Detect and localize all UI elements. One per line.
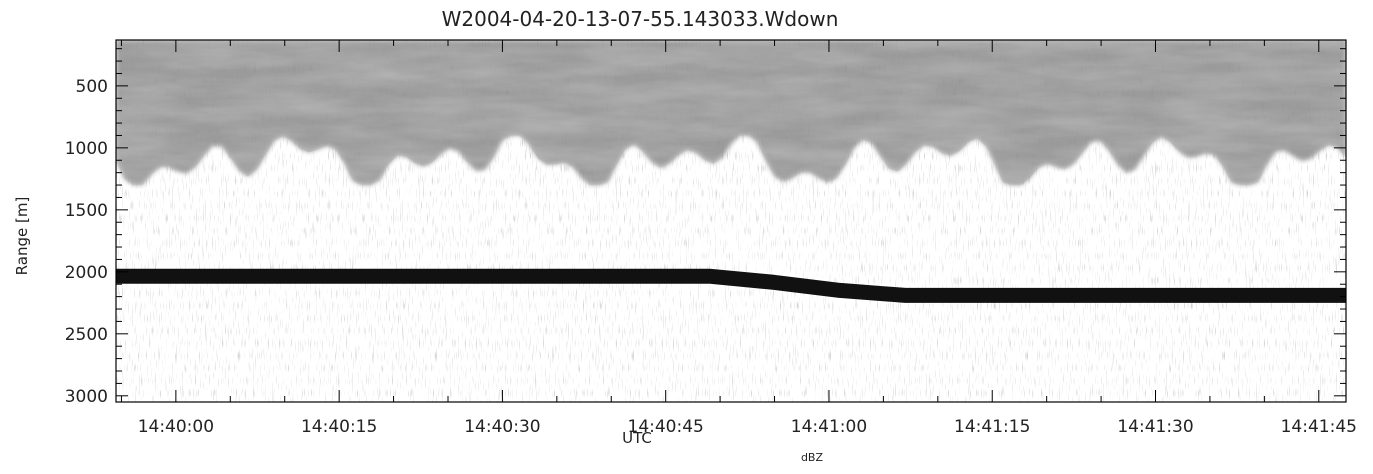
y-tick-label: 1000 xyxy=(65,139,108,159)
x-tick-label: 14:41:15 xyxy=(954,417,1030,437)
x-tick-label: 14:40:15 xyxy=(301,417,377,437)
x-tick-label: 14:41:00 xyxy=(791,417,867,437)
y-axis-label: Range [m] xyxy=(13,197,31,276)
y-tick-label: 3000 xyxy=(65,387,108,407)
y-axis: 500 1000 1500 2000 2500 3000 xyxy=(65,48,1346,407)
y-tick-label: 2500 xyxy=(65,325,108,345)
x-tick-label: 14:40:00 xyxy=(138,417,214,437)
x-tick-label: 14:40:45 xyxy=(628,417,704,437)
x-tick-label: 14:41:30 xyxy=(1117,417,1193,437)
x-axis: 14:40:00 14:40:15 14:40:30 14:40:45 14:41:00… xyxy=(120,40,1357,437)
y-tick-label: 2000 xyxy=(65,263,108,283)
x-tick-label: 14:41:45 xyxy=(1281,417,1357,437)
x-axis-label: UTC xyxy=(622,429,652,447)
cloud-echo-texture xyxy=(116,40,1346,185)
colorbar-label: dBZ xyxy=(801,451,824,464)
chart-title: W2004-04-20-13-07-55.143033.Wdown xyxy=(442,7,839,31)
plot-area xyxy=(116,40,1346,402)
plot-frame xyxy=(115,39,1347,403)
x-tick-label: 14:40:30 xyxy=(464,417,540,437)
surface-echo-line xyxy=(116,268,1346,303)
y-tick-label: 1500 xyxy=(65,201,108,221)
cloud-layer xyxy=(116,40,1346,185)
y-tick-label: 500 xyxy=(76,77,108,97)
